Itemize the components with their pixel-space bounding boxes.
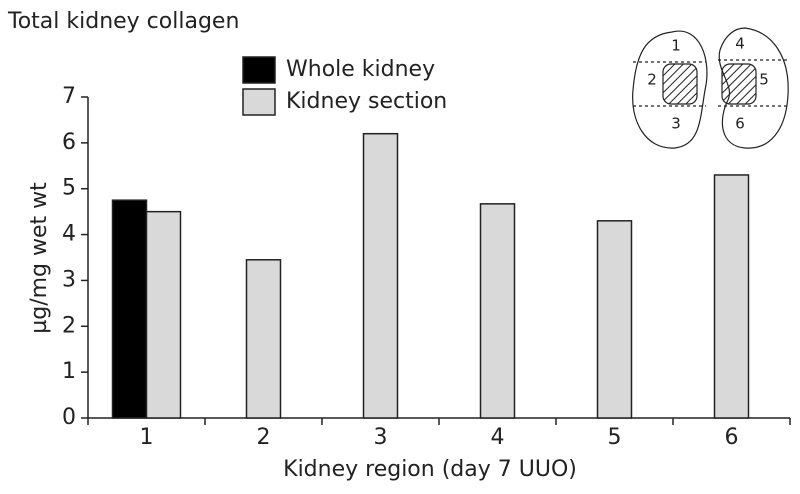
legend-swatch bbox=[242, 56, 276, 84]
inset-label: 6 bbox=[735, 115, 745, 133]
bar bbox=[362, 132, 399, 419]
bar bbox=[145, 210, 182, 419]
legend-label: Whole kidney bbox=[286, 57, 435, 82]
inset-label: 1 bbox=[671, 37, 681, 55]
y-tick-label: 6 bbox=[62, 130, 76, 155]
inset-label: 4 bbox=[735, 35, 745, 53]
inset-label: 3 bbox=[671, 115, 681, 133]
x-tick-label: 2 bbox=[257, 425, 271, 450]
y-tick-label: 7 bbox=[62, 84, 76, 109]
x-tick-label: 3 bbox=[374, 425, 388, 450]
bar bbox=[111, 199, 148, 419]
y-tick-label: 2 bbox=[62, 313, 76, 338]
legend-swatch bbox=[242, 88, 276, 116]
bar bbox=[479, 203, 516, 419]
y-tick-label: 0 bbox=[62, 405, 76, 430]
y-tick-label: 5 bbox=[62, 176, 76, 201]
y-axis-label: µg/mg wet wt bbox=[27, 182, 52, 334]
x-tick-label: 4 bbox=[491, 425, 505, 450]
x-tick-label: 1 bbox=[140, 425, 154, 450]
bar bbox=[596, 220, 633, 419]
y-tick-label: 3 bbox=[62, 267, 76, 292]
x-tick-label: 6 bbox=[725, 425, 739, 450]
chart-title: Total kidney collagen bbox=[7, 9, 239, 34]
inset-label: 2 bbox=[647, 71, 657, 89]
x-axis-label: Kidney region (day 7 UUO) bbox=[283, 457, 577, 482]
bar bbox=[245, 259, 282, 419]
y-tick-label: 4 bbox=[62, 222, 76, 247]
inset-label: 5 bbox=[759, 71, 769, 89]
legend-label: Kidney section bbox=[286, 89, 447, 114]
x-tick-label: 5 bbox=[608, 425, 622, 450]
y-tick-label: 1 bbox=[62, 359, 76, 384]
bar bbox=[713, 174, 750, 419]
kidney-inset bbox=[632, 27, 789, 149]
